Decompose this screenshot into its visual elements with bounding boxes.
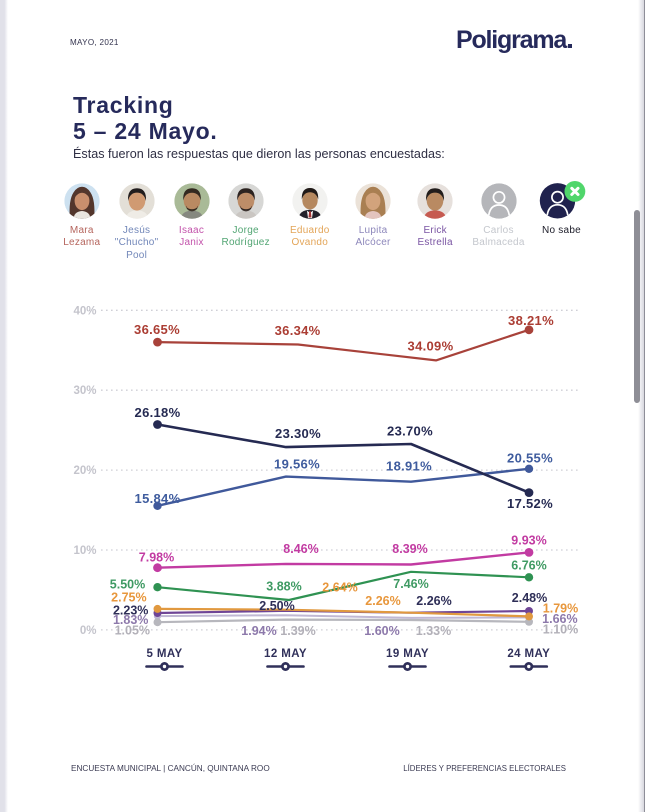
svg-text:26.18%: 26.18%: [135, 405, 181, 420]
svg-text:23.70%: 23.70%: [387, 423, 433, 438]
svg-text:34.09%: 34.09%: [408, 339, 454, 354]
svg-text:20.55%: 20.55%: [507, 450, 553, 465]
svg-text:30%: 30%: [73, 385, 96, 397]
svg-text:3.88%: 3.88%: [266, 580, 301, 594]
svg-text:2.23%: 2.23%: [113, 603, 148, 617]
svg-text:1.79%: 1.79%: [543, 602, 578, 616]
svg-text:38.21%: 38.21%: [508, 313, 554, 328]
svg-text:5 MAY: 5 MAY: [146, 648, 182, 660]
svg-text:0%: 0%: [80, 625, 97, 637]
svg-text:23.30%: 23.30%: [275, 426, 321, 441]
svg-text:19 MAY: 19 MAY: [386, 648, 429, 660]
svg-text:2.75%: 2.75%: [111, 591, 146, 605]
svg-text:1.60%: 1.60%: [364, 624, 399, 638]
svg-text:36.34%: 36.34%: [275, 323, 321, 338]
svg-text:8.46%: 8.46%: [283, 542, 318, 556]
svg-text:9.93%: 9.93%: [511, 534, 546, 548]
svg-text:1.66%: 1.66%: [542, 612, 577, 626]
svg-text:6.76%: 6.76%: [511, 559, 546, 573]
svg-text:24 MAY: 24 MAY: [507, 648, 550, 660]
svg-text:7.98%: 7.98%: [139, 551, 174, 565]
svg-text:5.50%: 5.50%: [110, 578, 145, 592]
svg-text:10%: 10%: [73, 545, 96, 557]
svg-text:1.94%: 1.94%: [241, 624, 276, 638]
svg-text:2.26%: 2.26%: [365, 594, 400, 608]
svg-text:7.46%: 7.46%: [393, 577, 428, 591]
svg-text:36.65%: 36.65%: [134, 322, 180, 337]
svg-text:20%: 20%: [73, 465, 96, 477]
svg-text:1.83%: 1.83%: [113, 613, 148, 627]
svg-text:1.39%: 1.39%: [280, 624, 315, 638]
svg-text:18.91%: 18.91%: [386, 459, 432, 474]
svg-text:40%: 40%: [73, 305, 96, 317]
svg-text:12 MAY: 12 MAY: [264, 648, 307, 660]
svg-text:8.39%: 8.39%: [392, 542, 427, 556]
svg-text:19.56%: 19.56%: [274, 457, 320, 472]
svg-text:2.48%: 2.48%: [512, 591, 547, 605]
svg-text:15.84%: 15.84%: [135, 491, 181, 506]
svg-text:2.64%: 2.64%: [322, 580, 357, 594]
svg-text:17.52%: 17.52%: [507, 496, 553, 511]
svg-text:2.50%: 2.50%: [259, 599, 294, 613]
svg-text:2.26%: 2.26%: [416, 594, 451, 608]
svg-text:1.10%: 1.10%: [543, 623, 578, 637]
svg-text:1.33%: 1.33%: [416, 624, 451, 638]
svg-text:1.05%: 1.05%: [115, 624, 150, 638]
